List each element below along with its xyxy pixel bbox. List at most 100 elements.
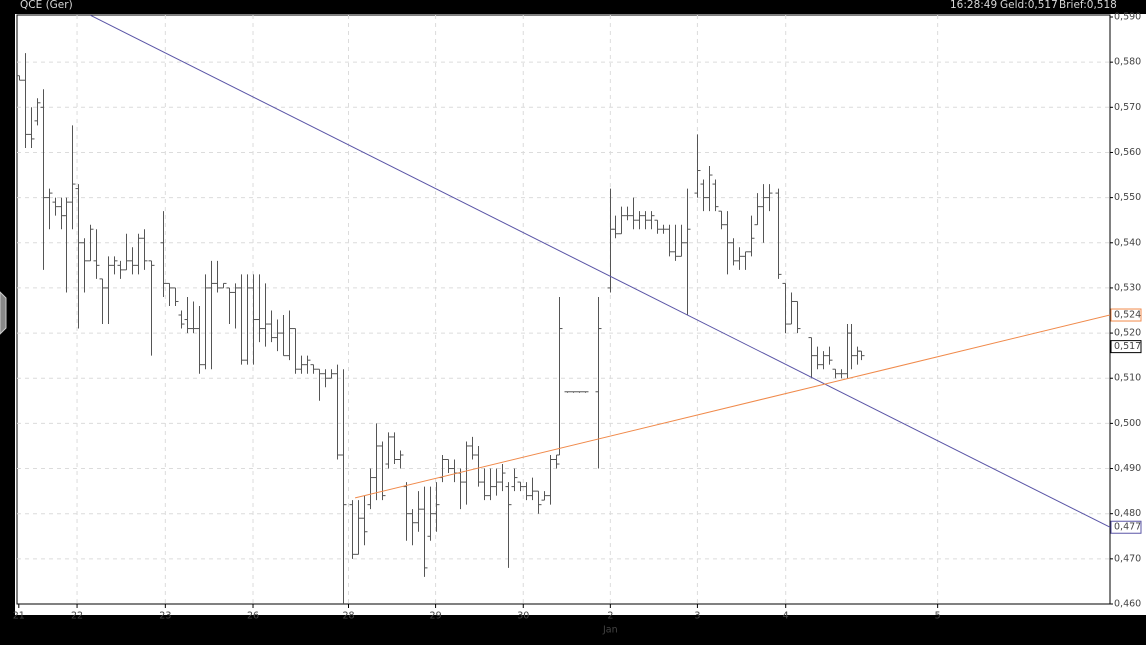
- ohlc-bar: [636, 211, 643, 230]
- ohlc-bar: [463, 441, 470, 505]
- ohlc-bar: [748, 215, 755, 257]
- ohlc-bar: [63, 197, 70, 293]
- x-tick-label: 21: [13, 611, 25, 622]
- ohlc-bar: [427, 486, 434, 541]
- ohlc-bar: [706, 166, 713, 212]
- ohlc-bar: [523, 482, 530, 501]
- grid: [17, 15, 1110, 604]
- ohlc-bar: [178, 310, 185, 329]
- ohlc-bar: [433, 482, 440, 532]
- ohlc-bar: [445, 459, 452, 474]
- ohlc-bar: [379, 441, 386, 501]
- ohlc-bar: [724, 211, 731, 275]
- y-tick-label: 0,580: [1114, 57, 1141, 68]
- side-handle: [0, 291, 7, 335]
- ohlc-bar: [141, 229, 148, 270]
- ohlc-bar: [517, 481, 524, 492]
- ohlc-bar: [99, 278, 106, 325]
- ohlc-bar: [415, 491, 422, 532]
- trendline: [90, 15, 1110, 528]
- ohlc-bar: [660, 224, 667, 234]
- ohlc-bar: [190, 301, 197, 334]
- month-label: Jan: [602, 625, 618, 636]
- ohlc-bar: [838, 369, 845, 379]
- ohlc-bar: [196, 305, 203, 374]
- ohlc-bar: [760, 184, 767, 243]
- ohlc-bar: [736, 247, 743, 270]
- bid: Geld:0,517: [1000, 0, 1058, 11]
- ohlc-bar: [775, 188, 782, 279]
- ohlc-bar: [642, 211, 649, 230]
- ohlc-bar: [595, 296, 602, 469]
- ohlc-bar: [742, 251, 749, 270]
- x-tick-label: 23: [159, 611, 171, 622]
- ohlc-bar: [238, 274, 245, 365]
- ohlc-bar: [28, 107, 35, 148]
- ohlc-bar: [582, 391, 589, 393]
- y-tick-label: 0,490: [1114, 463, 1141, 474]
- ohlc-bar: [135, 233, 142, 275]
- x-tick-label: 4: [783, 611, 789, 622]
- y-tick-label: 0,550: [1114, 192, 1141, 203]
- ohlc-bar: [262, 283, 269, 347]
- ohlc-bar: [226, 287, 233, 325]
- ohlc-bar: [220, 282, 227, 289]
- ohlc-bar: [274, 319, 281, 352]
- ohlc-bar: [52, 197, 59, 216]
- ohlc-bar: [648, 211, 655, 230]
- ohlc-bar: [244, 274, 251, 365]
- plot-area: [16, 14, 1111, 605]
- ohlc-bar: [848, 324, 855, 370]
- ohlc-bar: [105, 256, 112, 325]
- ohlc-bar: [304, 355, 311, 374]
- ohlc-bar: [373, 423, 380, 501]
- ohlc-bar: [385, 432, 392, 469]
- ohlc-bar: [712, 179, 719, 212]
- ohlc-bar: [93, 229, 100, 279]
- ohlc-bar: [547, 454, 554, 505]
- y-tick-label: 0,510: [1114, 373, 1141, 384]
- ohlc-bar: [268, 310, 275, 343]
- ohlc-bar: [322, 369, 329, 388]
- ohlc-bar: [487, 468, 494, 501]
- trendline-label: 0,524: [1114, 310, 1141, 321]
- ohlc-bar: [208, 260, 215, 370]
- x-tick-label: 29: [430, 611, 442, 622]
- ohlc-bar: [694, 134, 701, 198]
- ohlc-bar: [75, 184, 82, 329]
- ohlc-bar: [292, 328, 299, 374]
- ohlc-bar: [17, 75, 23, 81]
- y-tick-label: 0,460: [1114, 599, 1141, 610]
- ohlc-bar: [166, 282, 173, 306]
- ohlc-bar: [46, 188, 53, 230]
- ohlc-bar: [160, 211, 167, 297]
- bars: [17, 53, 865, 604]
- ohlc-bar: [22, 53, 29, 148]
- y-tick-label: 0,530: [1114, 282, 1141, 293]
- ohlc-bar: [184, 296, 191, 334]
- y-tick-label: 0,520: [1114, 328, 1141, 339]
- ohlc-bar: [624, 206, 631, 221]
- ask: Brief:0,518: [1059, 0, 1117, 11]
- ohlc-bar: [541, 491, 548, 501]
- ohlc-bar: [355, 500, 362, 555]
- ohlc-bar: [814, 346, 821, 370]
- ohlc-bar: [202, 274, 209, 370]
- ohlc-bar: [316, 368, 323, 401]
- x-tick-label: 3: [694, 611, 700, 622]
- ohlc-bar: [808, 337, 815, 379]
- ohlc-bar: [511, 468, 518, 492]
- ohlc-bar: [403, 482, 410, 541]
- y-tick-label: 0,560: [1114, 147, 1141, 158]
- x-tick-label: 22: [71, 611, 83, 622]
- y-tick-label: 0,480: [1114, 508, 1141, 519]
- ohlc-bar: [475, 445, 482, 487]
- y-tick-label: 0,540: [1114, 237, 1141, 248]
- ohlc-bar: [409, 509, 416, 546]
- y-tick-label: 0,570: [1114, 102, 1141, 113]
- ohlc-bar: [618, 206, 625, 235]
- ohlc-bar: [570, 391, 577, 393]
- y-tick-label: 0,500: [1114, 418, 1141, 429]
- ohlc-bar: [858, 350, 865, 361]
